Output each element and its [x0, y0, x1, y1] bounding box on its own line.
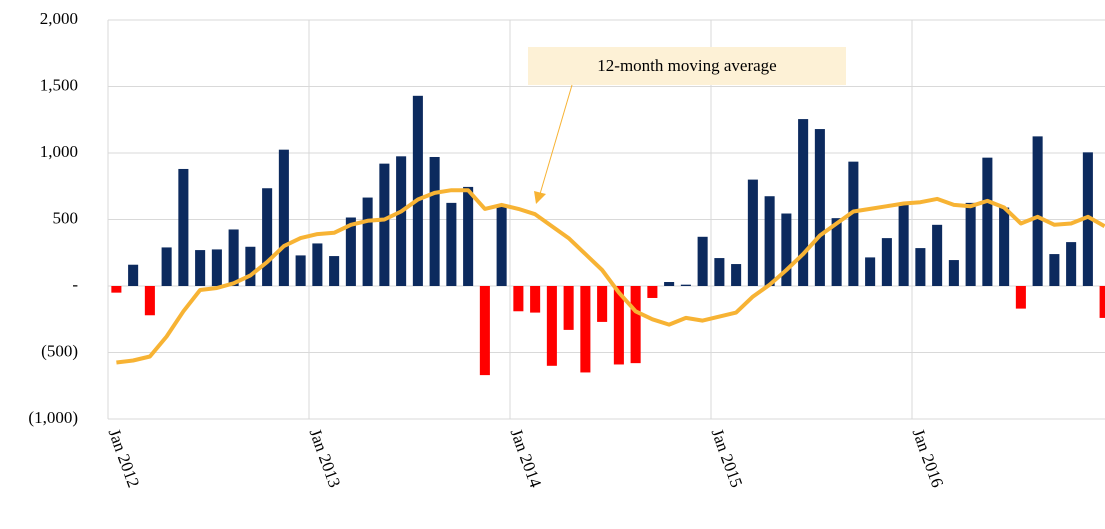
bar — [211, 249, 222, 286]
bar — [111, 286, 122, 293]
bar — [530, 286, 541, 313]
bar — [1032, 136, 1043, 286]
bar — [764, 196, 775, 286]
y-tick-label: (500) — [41, 341, 78, 360]
bar — [1082, 152, 1093, 286]
bar — [597, 286, 608, 322]
x-tick-label: Jan 2012 — [105, 426, 144, 490]
arrow-head — [534, 191, 546, 204]
y-tick-label: (1,000) — [28, 408, 78, 427]
bar — [982, 157, 993, 286]
x-tick-label: Jan 2014 — [507, 426, 546, 490]
bar — [680, 284, 691, 286]
bar — [1099, 286, 1105, 318]
y-tick-label: 500 — [53, 208, 79, 227]
bar — [178, 168, 189, 286]
x-tick-label: Jan 2015 — [708, 426, 747, 490]
bar — [664, 282, 675, 286]
bar — [446, 202, 457, 286]
bar — [798, 119, 809, 287]
bar — [881, 238, 892, 286]
bar — [429, 156, 440, 286]
bar — [1049, 254, 1060, 286]
bar — [1066, 242, 1077, 286]
bar — [731, 264, 742, 286]
bar — [295, 255, 306, 286]
bar — [848, 161, 859, 286]
bar — [747, 179, 758, 286]
bar — [563, 286, 574, 330]
bar — [228, 229, 239, 286]
bars — [111, 95, 1105, 376]
annotation-arrow — [539, 84, 573, 195]
bar — [161, 247, 172, 286]
bar — [999, 207, 1010, 286]
bar — [329, 256, 340, 286]
bar — [396, 156, 407, 286]
y-tick-label: 1,000 — [40, 142, 78, 161]
bar — [345, 217, 356, 286]
bar — [479, 286, 490, 376]
bar — [262, 188, 273, 286]
bar — [630, 286, 641, 364]
bar — [144, 286, 155, 316]
bar — [1015, 286, 1026, 309]
y-tick-label: 1,500 — [40, 75, 78, 94]
x-tick-label: Jan 2016 — [909, 426, 948, 490]
bar — [915, 248, 926, 286]
x-tick-label: Jan 2013 — [306, 426, 345, 490]
bar — [814, 129, 825, 286]
bar — [965, 202, 976, 286]
bar — [245, 246, 256, 286]
bar — [496, 206, 507, 286]
annotation-box — [528, 47, 846, 85]
bar — [932, 224, 943, 286]
bar — [613, 286, 624, 365]
grid — [107, 19, 1105, 420]
bar — [697, 236, 708, 286]
bar — [362, 197, 373, 286]
bar — [412, 95, 423, 286]
bar — [379, 163, 390, 286]
bar — [781, 213, 792, 286]
bar — [898, 204, 909, 286]
bar — [513, 286, 524, 312]
lines — [116, 188, 1105, 365]
bar — [831, 218, 842, 286]
bar — [312, 243, 323, 286]
y-tick-label: - — [72, 275, 78, 294]
bar — [948, 260, 959, 286]
y-tick-label: 2,000 — [40, 9, 78, 28]
bar — [647, 286, 658, 298]
line — [116, 188, 1105, 365]
bar — [580, 286, 591, 373]
bar — [278, 149, 289, 286]
bar — [128, 264, 139, 286]
bar — [195, 250, 206, 286]
annotation: 12-month moving average — [597, 56, 776, 75]
bar — [714, 258, 725, 286]
bar — [463, 186, 474, 286]
bar — [546, 286, 557, 366]
bar — [865, 257, 876, 286]
